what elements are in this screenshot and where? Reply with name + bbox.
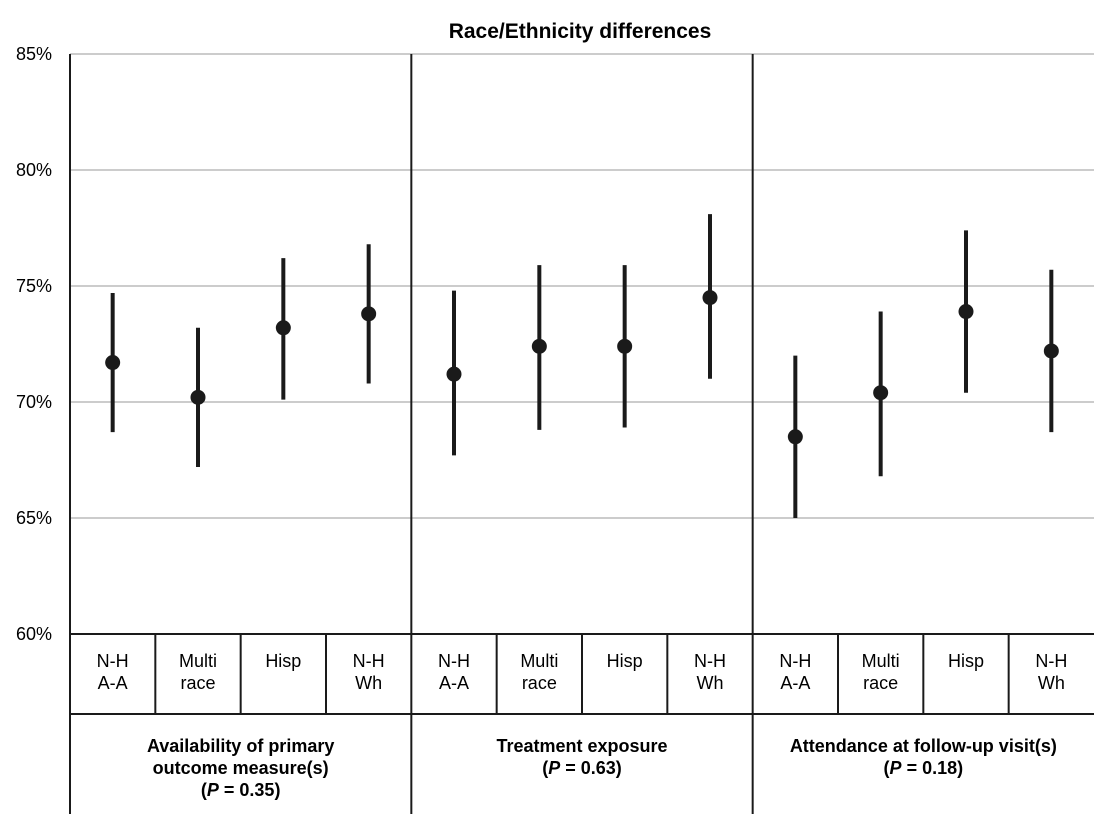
category-label: N-H A-A — [779, 651, 811, 693]
category-label: N-H A-A — [438, 651, 470, 693]
data-marks — [105, 214, 1059, 518]
category-label: N-H Wh — [353, 651, 385, 693]
group-labels: Availability of primary outcome measure(s… — [147, 736, 1057, 800]
y-tick-label: 70% — [16, 392, 52, 412]
chart-title: Race/Ethnicity differences — [449, 20, 712, 43]
category-label: Multi race — [862, 651, 900, 693]
category-labels: N-H A-A Multi race Hisp N-H Wh N-H A-A Multi race H… — [97, 651, 1068, 693]
data-point — [702, 290, 718, 306]
y-tick-label: 85% — [16, 44, 52, 64]
category-label: Multi race — [179, 651, 217, 693]
data-point — [105, 355, 121, 371]
category-label: Hisp — [265, 651, 301, 671]
y-tick-label: 75% — [16, 276, 52, 296]
y-tick-label: 60% — [16, 624, 52, 644]
data-point — [446, 366, 462, 382]
category-label: N-H Wh — [694, 651, 726, 693]
category-label: Hisp — [948, 651, 984, 671]
data-point — [361, 306, 377, 322]
data-point — [275, 320, 291, 336]
category-label: Multi race — [520, 651, 558, 693]
gridlines — [70, 53, 1094, 519]
axis-frame — [69, 54, 1094, 814]
y-tick-label: 65% — [16, 508, 52, 528]
category-label: N-H Wh — [1035, 651, 1067, 693]
data-point — [1043, 343, 1059, 359]
category-label: N-H A-A — [97, 651, 129, 693]
data-point — [531, 338, 547, 354]
group-label: Availability of primary outcome measure(s… — [147, 736, 334, 800]
data-point — [617, 338, 633, 354]
data-point — [190, 389, 206, 405]
group-label: Attendance at follow-up visit(s) (P = 0.1… — [790, 736, 1057, 778]
category-label: Hisp — [607, 651, 643, 671]
data-point — [958, 304, 974, 320]
group-label: Treatment exposure (P = 0.63) — [496, 736, 667, 778]
y-tick-label: 80% — [16, 160, 52, 180]
y-axis-ticks: 60% 65% 70% 75% 80% 85% — [16, 44, 52, 644]
data-point — [787, 429, 803, 445]
data-point — [873, 385, 889, 401]
